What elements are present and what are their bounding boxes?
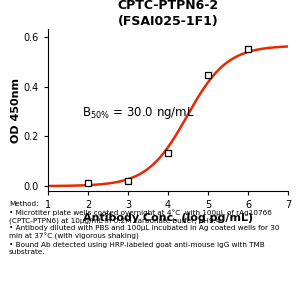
- Point: [206, 73, 210, 78]
- Title: CPTC-PTPN6-2
(FSAI025-1F1): CPTC-PTPN6-2 (FSAI025-1F1): [117, 0, 219, 28]
- X-axis label: Antibody Conc. (log pg/mL): Antibody Conc. (log pg/mL): [83, 213, 253, 223]
- Point: [85, 181, 90, 186]
- Text: Method:
• Microtiter plate wells coated overnight at 4°C  with 100μL of rAg10766: Method: • Microtiter plate wells coated …: [9, 201, 280, 255]
- Point: [246, 47, 250, 52]
- Text: B$_{50\%}$ = 30.0 ng/mL: B$_{50\%}$ = 30.0 ng/mL: [82, 105, 195, 121]
- Point: [126, 178, 130, 183]
- Y-axis label: OD 450nm: OD 450nm: [11, 78, 21, 143]
- Point: [166, 150, 170, 155]
